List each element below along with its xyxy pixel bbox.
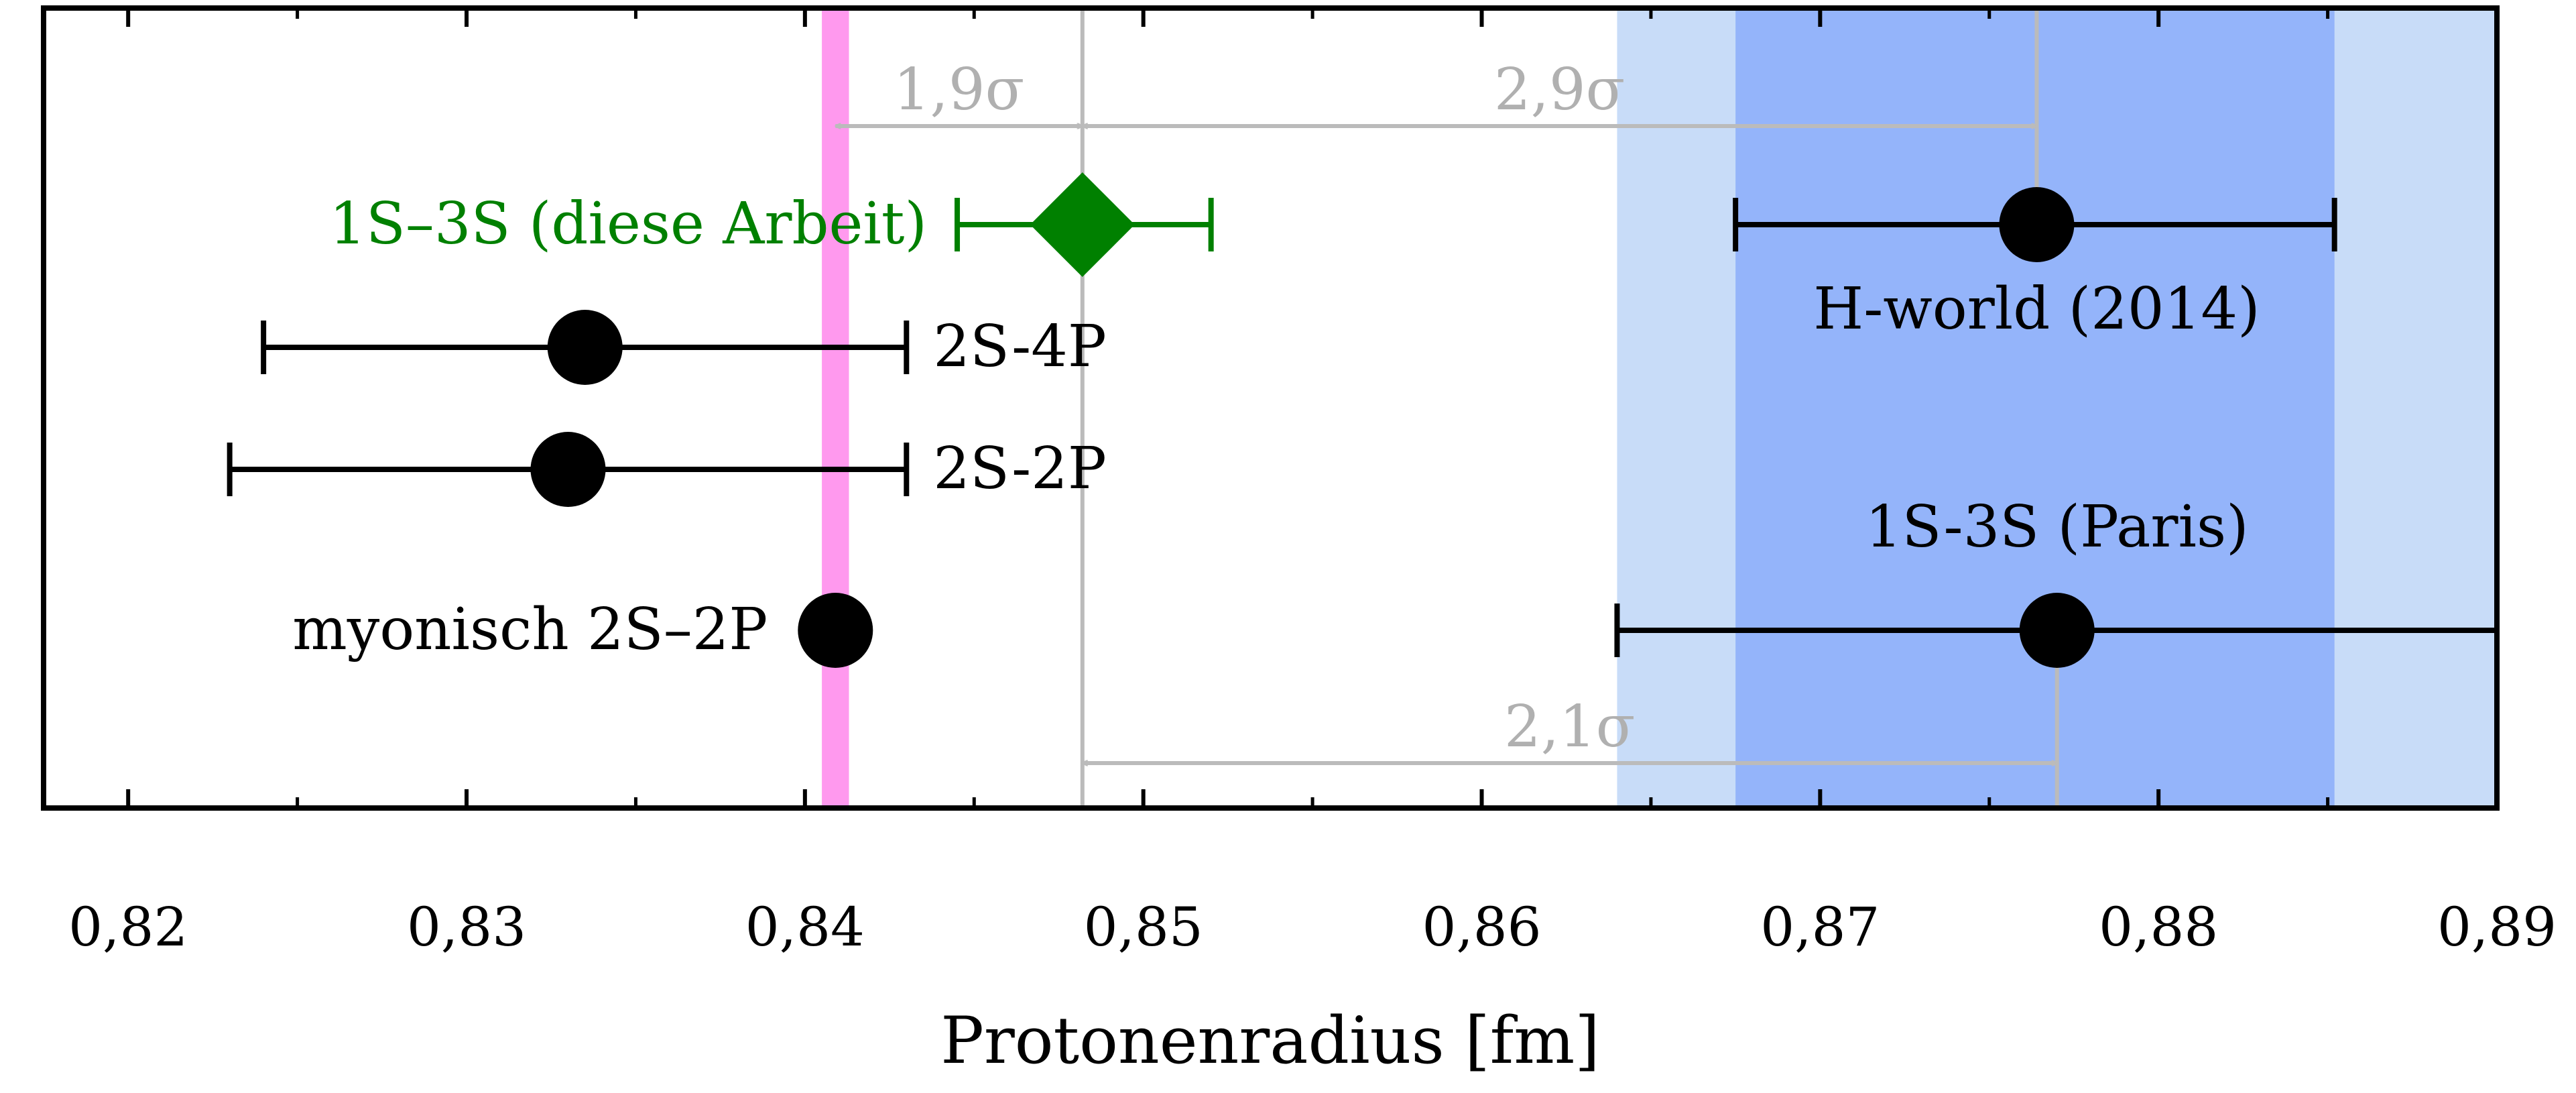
x-tick-label-0: 0,82 xyxy=(68,896,188,958)
x-tick-label-1: 0,83 xyxy=(407,896,526,958)
marker-circle-5 xyxy=(798,593,873,668)
point-label-4: 1S-3S (Paris) xyxy=(1865,494,2249,561)
marker-circle-3 xyxy=(530,432,606,507)
sigma-label-0: 1,9σ xyxy=(894,56,1024,123)
sigma-arrows-layer: 1,9σ 2,9σ 2,1σ xyxy=(835,56,2057,763)
marker-diamond-0 xyxy=(1030,172,1135,277)
data-point-2: 2S-4P xyxy=(261,310,1107,385)
point-label-0: 1S–3S (diese Arbeit) xyxy=(329,190,927,257)
x-tick-label-6: 0,88 xyxy=(2099,896,2218,958)
band-2 xyxy=(822,8,849,808)
data-point-0: 1S–3S (diese Arbeit) xyxy=(329,172,1214,277)
sigma-label-1: 2,9σ xyxy=(1494,56,1625,123)
point-label-2: 2S-4P xyxy=(933,313,1106,380)
point-label-3: 2S-2P xyxy=(933,435,1106,502)
point-label-1: H-world (2014) xyxy=(1813,276,2260,343)
marker-circle-2 xyxy=(547,310,623,385)
x-ticks-layer: 0,82 0,83 0,84 0,85 0,86 0,87 0,88 0,89 xyxy=(68,8,2557,958)
sigma-label-2: 2,1σ xyxy=(1504,693,1635,760)
plot-frame xyxy=(41,5,2500,811)
data-point-3: 2S-2P xyxy=(227,432,1107,507)
marker-circle-1 xyxy=(1999,187,2075,262)
data-point-1: H-world (2014) xyxy=(1733,187,2337,343)
data-point-4: 1S-3S (Paris) xyxy=(1614,494,2500,668)
x-axis-title: Protonenradius [fm] xyxy=(940,1003,1599,1078)
data-point-5: myonisch 2S–2P xyxy=(292,593,873,668)
x-tick-label-2: 0,84 xyxy=(745,896,865,958)
x-tick-label-4: 0,86 xyxy=(1422,896,1541,958)
point-label-5: myonisch 2S–2P xyxy=(292,596,768,663)
data-points-layer: 1S–3S (diese Arbeit) H-world (2014) 2S-4P 2… xyxy=(227,172,2500,668)
x-tick-label-3: 0,85 xyxy=(1084,896,1203,958)
x-tick-label-7: 0,89 xyxy=(2437,896,2557,958)
x-tick-label-5: 0,87 xyxy=(1760,896,1880,958)
marker-circle-4 xyxy=(2019,593,2095,668)
